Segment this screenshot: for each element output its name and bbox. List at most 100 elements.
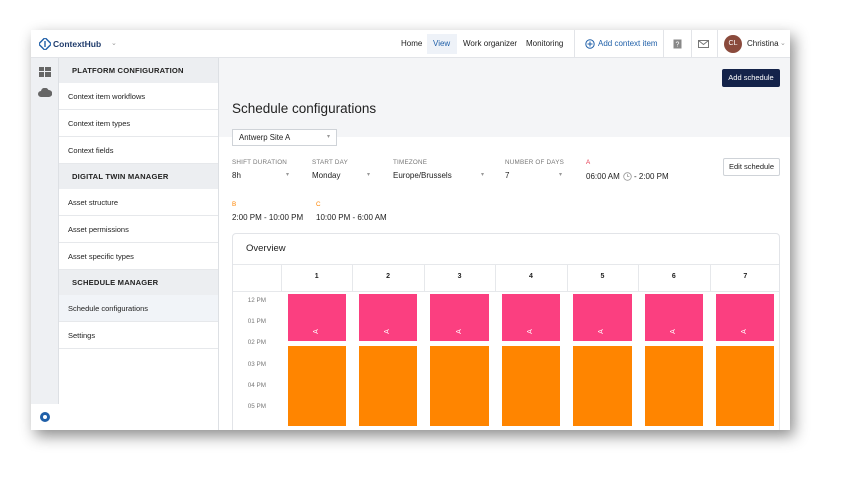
column-label: 3 — [457, 273, 462, 280]
field-value[interactable]: Monday — [312, 171, 341, 180]
shift-b-block — [573, 346, 632, 426]
sidebar-item[interactable]: Asset structure — [59, 189, 218, 216]
dashboard-icon[interactable] — [39, 67, 51, 77]
field-value[interactable]: Europe/Brussels — [393, 171, 452, 180]
column-divider — [281, 264, 282, 292]
cloud-icon[interactable] — [38, 88, 52, 98]
field-label: SHIFT DURATION — [232, 159, 288, 166]
edit-schedule-button[interactable]: Edit schedule — [723, 158, 780, 176]
shift-c-time: 10:00 PM - 6:00 AM — [316, 213, 387, 222]
separator — [717, 30, 718, 58]
time-label: 12 PM — [247, 297, 266, 304]
column-label: 2 — [386, 273, 391, 280]
shift-a-block — [716, 294, 775, 341]
column-label: 4 — [529, 273, 533, 280]
nav-monitoring[interactable]: Monitoring — [526, 39, 564, 48]
column-divider — [495, 264, 497, 292]
field-value[interactable]: 7 — [505, 171, 510, 180]
shift-b-block — [287, 346, 346, 426]
shift-a-start: 06:00 AM — [586, 172, 620, 181]
mail-icon[interactable] — [698, 40, 709, 48]
shift-a-block-label: A — [526, 329, 534, 334]
shift-a-label: A — [586, 159, 591, 166]
separator — [691, 30, 692, 58]
site-select[interactable]: Antwerp Site A ▾ — [232, 129, 337, 146]
section-header: DIGITAL TWIN MANAGER — [59, 164, 218, 189]
shift-a-block-label: A — [598, 329, 606, 334]
time-label: 01 PM — [247, 318, 266, 326]
column-divider — [709, 264, 711, 292]
sidebar-item[interactable]: Asset specific types — [59, 243, 218, 270]
shift-a-block — [358, 294, 418, 341]
add-schedule-button[interactable]: Add schedule — [722, 69, 780, 87]
shift-a-block-label: A — [741, 329, 749, 334]
column-label: 7 — [743, 273, 748, 280]
site-value: Antwerp Site A — [239, 133, 291, 142]
overview-title: Overview — [246, 243, 286, 254]
nav-home[interactable]: Home — [401, 39, 423, 48]
section-header: PLATFORM CONFIGURATION — [59, 58, 218, 83]
column-label: 5 — [600, 273, 605, 280]
logo-icon — [39, 38, 51, 50]
shift-a-block-label: A — [312, 329, 320, 334]
overview-card: Overview 1 A 2 A 3 A 4 A 5 A 6 A 7 A 12 PM 01 PM 02 PM 03… — [232, 233, 780, 430]
sidebar-item[interactable]: Settings — [59, 322, 218, 349]
separator — [574, 30, 575, 58]
nav-work-organizer[interactable]: Work organizer — [463, 39, 518, 48]
time-label: 02 PM — [247, 339, 266, 347]
sidebar-item[interactable]: Schedule configurations — [59, 295, 218, 322]
clock-icon — [623, 172, 632, 181]
field-value[interactable]: 8h — [232, 171, 241, 180]
shift-b-label: B — [232, 201, 237, 208]
caret: ▾ — [559, 172, 563, 178]
shift-a-block — [501, 294, 561, 341]
icon-rail — [31, 58, 59, 430]
sidebar-item[interactable]: Context fields — [59, 137, 218, 164]
logo[interactable]: ContextHub — [53, 39, 102, 49]
user-name[interactable]: Christina — [747, 39, 779, 48]
logo-caret[interactable]: ⌄ — [111, 40, 117, 47]
shift-a-block — [573, 294, 632, 341]
column-divider — [566, 264, 568, 292]
column-label: 6 — [671, 273, 676, 280]
caret: ▾ — [367, 172, 371, 178]
user-caret[interactable]: ⌄ — [780, 40, 786, 47]
main-content: Add schedule Schedule configurations Ant… — [219, 58, 790, 430]
column-divider — [352, 264, 354, 292]
field-label: TIMEZONE — [393, 159, 428, 166]
shift-b-block — [358, 346, 418, 426]
time-label: 04 PM — [247, 381, 266, 389]
svg-text:?: ? — [676, 42, 680, 49]
sidebar-item[interactable]: Asset permissions — [59, 216, 218, 243]
shift-b-block — [501, 346, 561, 426]
sidebar-item[interactable]: Context item types — [59, 110, 218, 137]
add-context-item[interactable]: Add context item — [598, 39, 658, 48]
nav-active-bg — [427, 34, 457, 54]
caret: ▾ — [326, 134, 330, 140]
separator — [663, 30, 664, 58]
shift-a-block-label: A — [455, 329, 463, 334]
sidebar-item[interactable]: Context item workflows — [59, 83, 218, 110]
shift-c-label: C — [316, 201, 321, 208]
field-label: START DAY — [312, 159, 348, 166]
time-label: 03 PM — [247, 360, 266, 368]
grid-header — [233, 264, 779, 292]
help-icon[interactable]: ? — [673, 39, 682, 49]
shift-a-block — [644, 294, 704, 341]
caret: ▾ — [286, 172, 290, 178]
sidebar: PLATFORM CONFIGURATION Context item workf… — [59, 58, 219, 430]
app-window: ContextHub ⌄ Home View Work organizer Mo… — [31, 30, 790, 430]
caret: ▾ — [481, 172, 485, 178]
nav-view[interactable]: View — [433, 39, 451, 48]
column-label: 1 — [314, 273, 319, 280]
shift-a-end: - 2:00 PM — [634, 172, 669, 181]
add-icon[interactable] — [585, 39, 595, 49]
page-title: Schedule configurations — [232, 101, 377, 116]
shift-a-block — [430, 294, 489, 341]
shift-b-time: 2:00 PM - 10:00 PM — [232, 213, 304, 222]
shift-a-block-label: A — [383, 329, 391, 334]
section-header: SCHEDULE MANAGER — [59, 270, 218, 295]
settings-icon[interactable] — [39, 411, 51, 423]
avatar[interactable]: CL — [724, 35, 742, 53]
